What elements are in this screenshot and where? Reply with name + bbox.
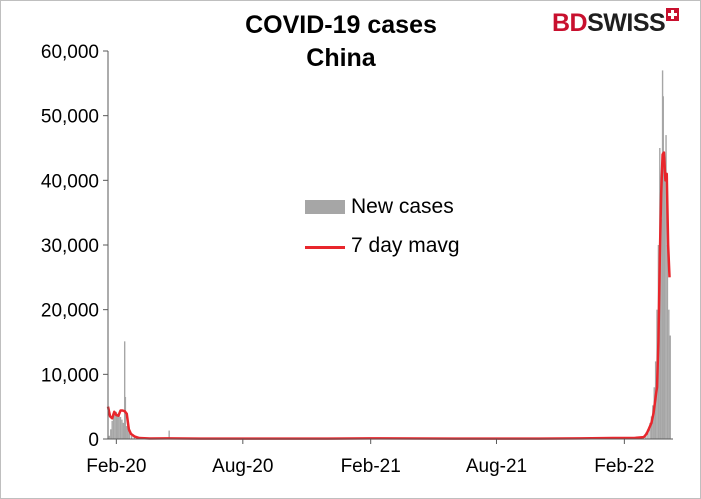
new-cases-bar [666,245,669,439]
new-cases-bar [660,219,662,439]
new-cases-bar [114,413,116,439]
new-cases-bar [649,422,651,439]
x-tick-label: Feb-22 [594,456,654,477]
swiss-cross-icon [666,8,680,21]
x-axis: Feb-20 Aug-20 Feb-21 Aug-21 Feb-22 [86,438,673,477]
y-tick-label: 60,000 [41,42,99,63]
legend-label-mavg: 7 day mavg [351,234,460,257]
new-cases-bar [650,416,653,439]
new-cases-bar [668,309,670,439]
new-cases-bar [126,426,128,439]
new-cases-bar [663,180,666,439]
new-cases-bar [127,427,129,439]
new-cases-bar [115,411,118,439]
new-cases-bar [110,429,112,439]
y-tick-label: 0 [88,430,99,451]
new-cases-bar [662,96,664,440]
legend-label-new-cases: New cases [351,195,454,218]
y-tick-label: 10,000 [41,365,99,386]
chart-title-line2: China [306,44,376,72]
y-tick-label: 40,000 [41,171,99,192]
x-tick-label: Feb-21 [341,456,401,477]
new-cases-bar [121,419,123,439]
new-cases-bar [111,420,113,439]
x-tick-label: Aug-21 [466,456,527,477]
new-cases-bar [665,135,667,439]
new-cases-bar [168,430,170,439]
chart-title-line1: COVID-19 cases [245,11,437,39]
x-tick-label: Feb-20 [86,456,146,477]
new-cases-bar [647,429,649,439]
y-tick-label: 30,000 [41,236,99,257]
new-cases-bar [119,417,122,439]
new-cases-bar [112,415,115,439]
y-axis: 0 10,000 20,000 30,000 40,000 50,000 60,000 [41,42,109,451]
legend-swatch-mavg [305,246,345,249]
new-cases-bar [669,335,671,439]
y-tick-label: 20,000 [41,301,99,322]
new-cases-bar [122,422,124,439]
new-cases-bar [128,433,131,439]
new-cases-bar [130,435,133,439]
new-cases-bar [124,396,127,439]
new-cases-bar [108,435,111,439]
legend-swatch-new-cases [305,200,345,214]
x-tick-label: Aug-20 [212,456,273,477]
new-cases-bar [118,415,120,439]
y-tick-label: 50,000 [41,107,99,128]
new-cases-bar [117,413,119,439]
bdswiss-logo: BDSWISS [552,8,680,37]
new-cases-bar [123,341,126,439]
